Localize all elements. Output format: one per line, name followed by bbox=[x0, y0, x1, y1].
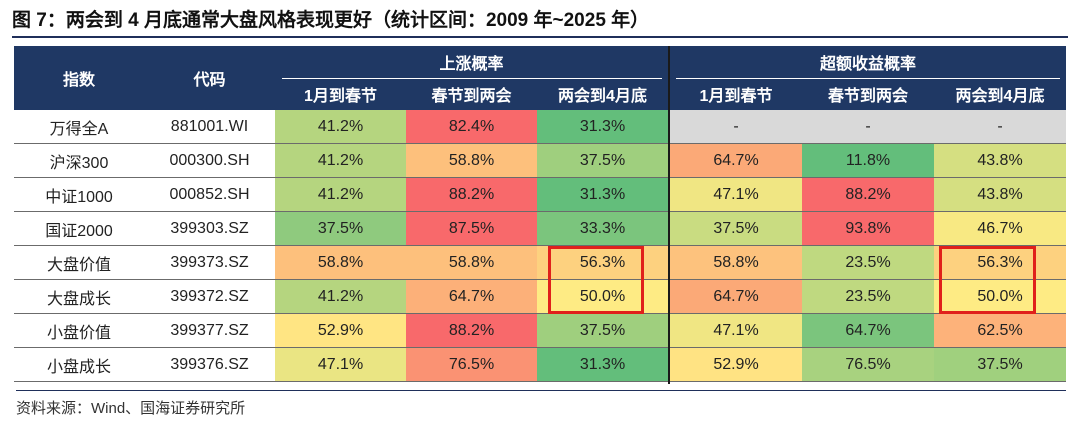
figure-title: 图 7：两会到 4 月底通常大盘风格表现更好（统计区间：2009 年~2025 … bbox=[12, 4, 1068, 38]
row-index-name: 中证1000 bbox=[45, 188, 113, 206]
value-cell: 76.5% bbox=[406, 348, 537, 381]
value-cell: 64.7% bbox=[670, 280, 802, 313]
value-cell: 23.5% bbox=[802, 246, 934, 279]
header-divider-left bbox=[282, 78, 662, 79]
row-index-code: 399373.SZ bbox=[170, 253, 249, 271]
value-cell: 31.3% bbox=[537, 178, 668, 211]
header-divider-right bbox=[676, 78, 1060, 79]
value-cell: 82.4% bbox=[406, 110, 537, 143]
row-index-code: 399376.SZ bbox=[170, 355, 249, 373]
value-cell: - bbox=[670, 110, 802, 143]
row-index-name: 大盘成长 bbox=[46, 290, 111, 308]
table-row: 中证1000 000852.SH 41.2% 88.2% 31.3% 47.1% 88.2%… bbox=[14, 178, 1066, 212]
value-cell: 43.8% bbox=[934, 178, 1066, 211]
row-index-code: 399303.SZ bbox=[170, 219, 249, 237]
table-row: 万得全A 881001.WI 41.2% 82.4% 31.3% - - - bbox=[14, 110, 1066, 144]
value-cell: 52.9% bbox=[275, 314, 406, 347]
header-sub-3: 两会到4月底 bbox=[558, 88, 647, 105]
value-cell: 47.1% bbox=[670, 314, 802, 347]
value-cell: 41.2% bbox=[275, 110, 406, 143]
value-cell: 87.5% bbox=[406, 212, 537, 245]
value-cell: 41.2% bbox=[275, 144, 406, 177]
value-cell: 56.3% bbox=[934, 246, 1066, 279]
table-row: 大盘价值 399373.SZ 58.8% 58.8% 56.3% 58.8% 23.5% 56… bbox=[14, 246, 1066, 280]
header-code: 代码 bbox=[193, 72, 226, 89]
value-cell: 58.8% bbox=[670, 246, 802, 279]
table-row: 大盘成长 399372.SZ 41.2% 64.7% 50.0% 64.7% 23.5% 50… bbox=[14, 280, 1066, 314]
value-cell: 11.8% bbox=[802, 144, 934, 177]
value-cell: 41.2% bbox=[275, 178, 406, 211]
row-index-code: 000300.SH bbox=[169, 151, 250, 169]
header-sub-4: 1月到春节 bbox=[699, 88, 773, 105]
header-sub-1: 1月到春节 bbox=[304, 88, 377, 105]
value-cell: 33.3% bbox=[537, 212, 668, 245]
value-cell: 58.8% bbox=[406, 144, 537, 177]
value-cell: 76.5% bbox=[802, 348, 934, 381]
row-index-name: 大盘价值 bbox=[46, 256, 111, 274]
value-cell: 46.7% bbox=[934, 212, 1066, 245]
table-header: 指数 代码 上涨概率 超额收益概率 1月到春节 春节到两会 两会到4月底 1月到… bbox=[14, 46, 1066, 110]
value-cell: 47.1% bbox=[670, 178, 802, 211]
value-cell: 64.7% bbox=[802, 314, 934, 347]
value-cell: 93.8% bbox=[802, 212, 934, 245]
value-cell: 52.9% bbox=[670, 348, 802, 381]
row-index-code: 881001.WI bbox=[170, 117, 249, 135]
header-index: 指数 bbox=[62, 72, 95, 89]
value-cell: 50.0% bbox=[934, 280, 1066, 313]
value-cell: 88.2% bbox=[406, 178, 537, 211]
value-cell: 47.1% bbox=[275, 348, 406, 381]
table-row: 沪深300 000300.SH 41.2% 58.8% 37.5% 64.7% 11.8% 4… bbox=[14, 144, 1066, 178]
value-cell: - bbox=[802, 110, 934, 143]
value-cell: 43.8% bbox=[934, 144, 1066, 177]
highlight-box-left bbox=[548, 246, 644, 314]
table-row: 小盘价值 399377.SZ 52.9% 88.2% 37.5% 47.1% 64.7% 62… bbox=[14, 314, 1066, 348]
value-cell: 37.5% bbox=[934, 348, 1066, 381]
value-cell: 88.2% bbox=[406, 314, 537, 347]
group-separator bbox=[668, 46, 670, 384]
row-index-name: 小盘成长 bbox=[46, 358, 111, 376]
row-index-code: 399372.SZ bbox=[170, 287, 249, 305]
value-cell: 31.3% bbox=[537, 348, 668, 381]
row-index-code: 399377.SZ bbox=[170, 321, 249, 339]
value-cell: 31.3% bbox=[537, 110, 668, 143]
header-group-excess-probability: 超额收益概率 bbox=[819, 56, 916, 73]
value-cell: 37.5% bbox=[670, 212, 802, 245]
row-index-name: 小盘价值 bbox=[46, 324, 111, 342]
source-note: 资料来源：Wind、国海证券研究所 bbox=[16, 390, 1066, 418]
value-cell: 23.5% bbox=[802, 280, 934, 313]
value-cell: 62.5% bbox=[934, 314, 1066, 347]
highlight-box-right bbox=[939, 246, 1036, 314]
value-cell: - bbox=[934, 110, 1066, 143]
value-cell: 37.5% bbox=[537, 314, 668, 347]
value-cell: 37.5% bbox=[275, 212, 406, 245]
value-cell: 56.3% bbox=[537, 246, 668, 279]
table-row: 小盘成长 399376.SZ 47.1% 76.5% 31.3% 52.9% 76.5% 37… bbox=[14, 348, 1066, 382]
header-sub-2: 春节到两会 bbox=[431, 88, 512, 105]
header-sub-6: 两会到4月底 bbox=[955, 88, 1045, 105]
value-cell: 58.8% bbox=[406, 246, 537, 279]
value-cell: 41.2% bbox=[275, 280, 406, 313]
table-row: 国证2000 399303.SZ 37.5% 87.5% 33.3% 37.5% 93.8%… bbox=[14, 212, 1066, 246]
row-index-code: 000852.SH bbox=[169, 185, 250, 203]
row-index-name: 沪深300 bbox=[49, 154, 109, 172]
header-sub-5: 春节到两会 bbox=[827, 88, 908, 105]
value-cell: 64.7% bbox=[406, 280, 537, 313]
row-index-name: 国证2000 bbox=[45, 222, 113, 240]
value-cell: 50.0% bbox=[537, 280, 668, 313]
value-cell: 88.2% bbox=[802, 178, 934, 211]
value-cell: 64.7% bbox=[670, 144, 802, 177]
value-cell: 58.8% bbox=[275, 246, 406, 279]
row-index-name: 万得全A bbox=[49, 120, 109, 138]
header-group-up-probability: 上涨概率 bbox=[439, 56, 504, 73]
data-table: 指数 代码 上涨概率 超额收益概率 1月到春节 春节到两会 两会到4月底 1月到… bbox=[14, 46, 1066, 384]
value-cell: 37.5% bbox=[537, 144, 668, 177]
